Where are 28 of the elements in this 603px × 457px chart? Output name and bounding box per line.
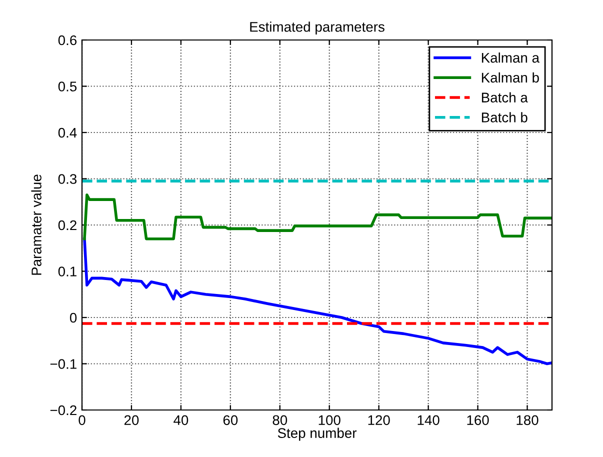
legend-label: Kalman b — [482, 72, 539, 83]
y-tick-label: 0.4 — [58, 128, 77, 138]
legend-label: Batch b — [482, 112, 528, 122]
y-tick-label: 0.6 — [58, 35, 77, 46]
x-tick-label: 60 — [223, 415, 238, 426]
x-tick-label: 140 — [418, 415, 440, 426]
y-tick-label: 0.3 — [58, 174, 77, 184]
chart-title: Estimated parameters — [250, 22, 384, 35]
x-tick-label: 0 — [78, 415, 86, 426]
x-tick-label: 180 — [516, 415, 538, 426]
x-axis-title: Step number — [278, 428, 357, 441]
y-tick-label: −0.1 — [50, 359, 76, 369]
x-tick-label: 100 — [318, 415, 340, 426]
legend-label: Batch a — [482, 92, 528, 102]
y-tick-label: −0.2 — [50, 405, 76, 416]
y-tick-label: 0 — [70, 312, 77, 323]
x-tick-label: 20 — [124, 415, 139, 426]
y-tick-label: 0.5 — [58, 82, 77, 92]
legend-label: Kalman a — [482, 52, 540, 63]
y-tick-label: 0.2 — [58, 220, 76, 230]
y-tick-label: 0.1 — [58, 266, 76, 276]
x-tick-label: 120 — [368, 415, 390, 426]
line-series — [83, 237, 552, 366]
line-series — [83, 194, 552, 240]
x-tick-label: 40 — [174, 415, 188, 426]
x-tick-label: 80 — [272, 415, 288, 426]
y-axis-title: Paramater value — [31, 174, 42, 275]
x-tick-label: 160 — [467, 415, 489, 426]
